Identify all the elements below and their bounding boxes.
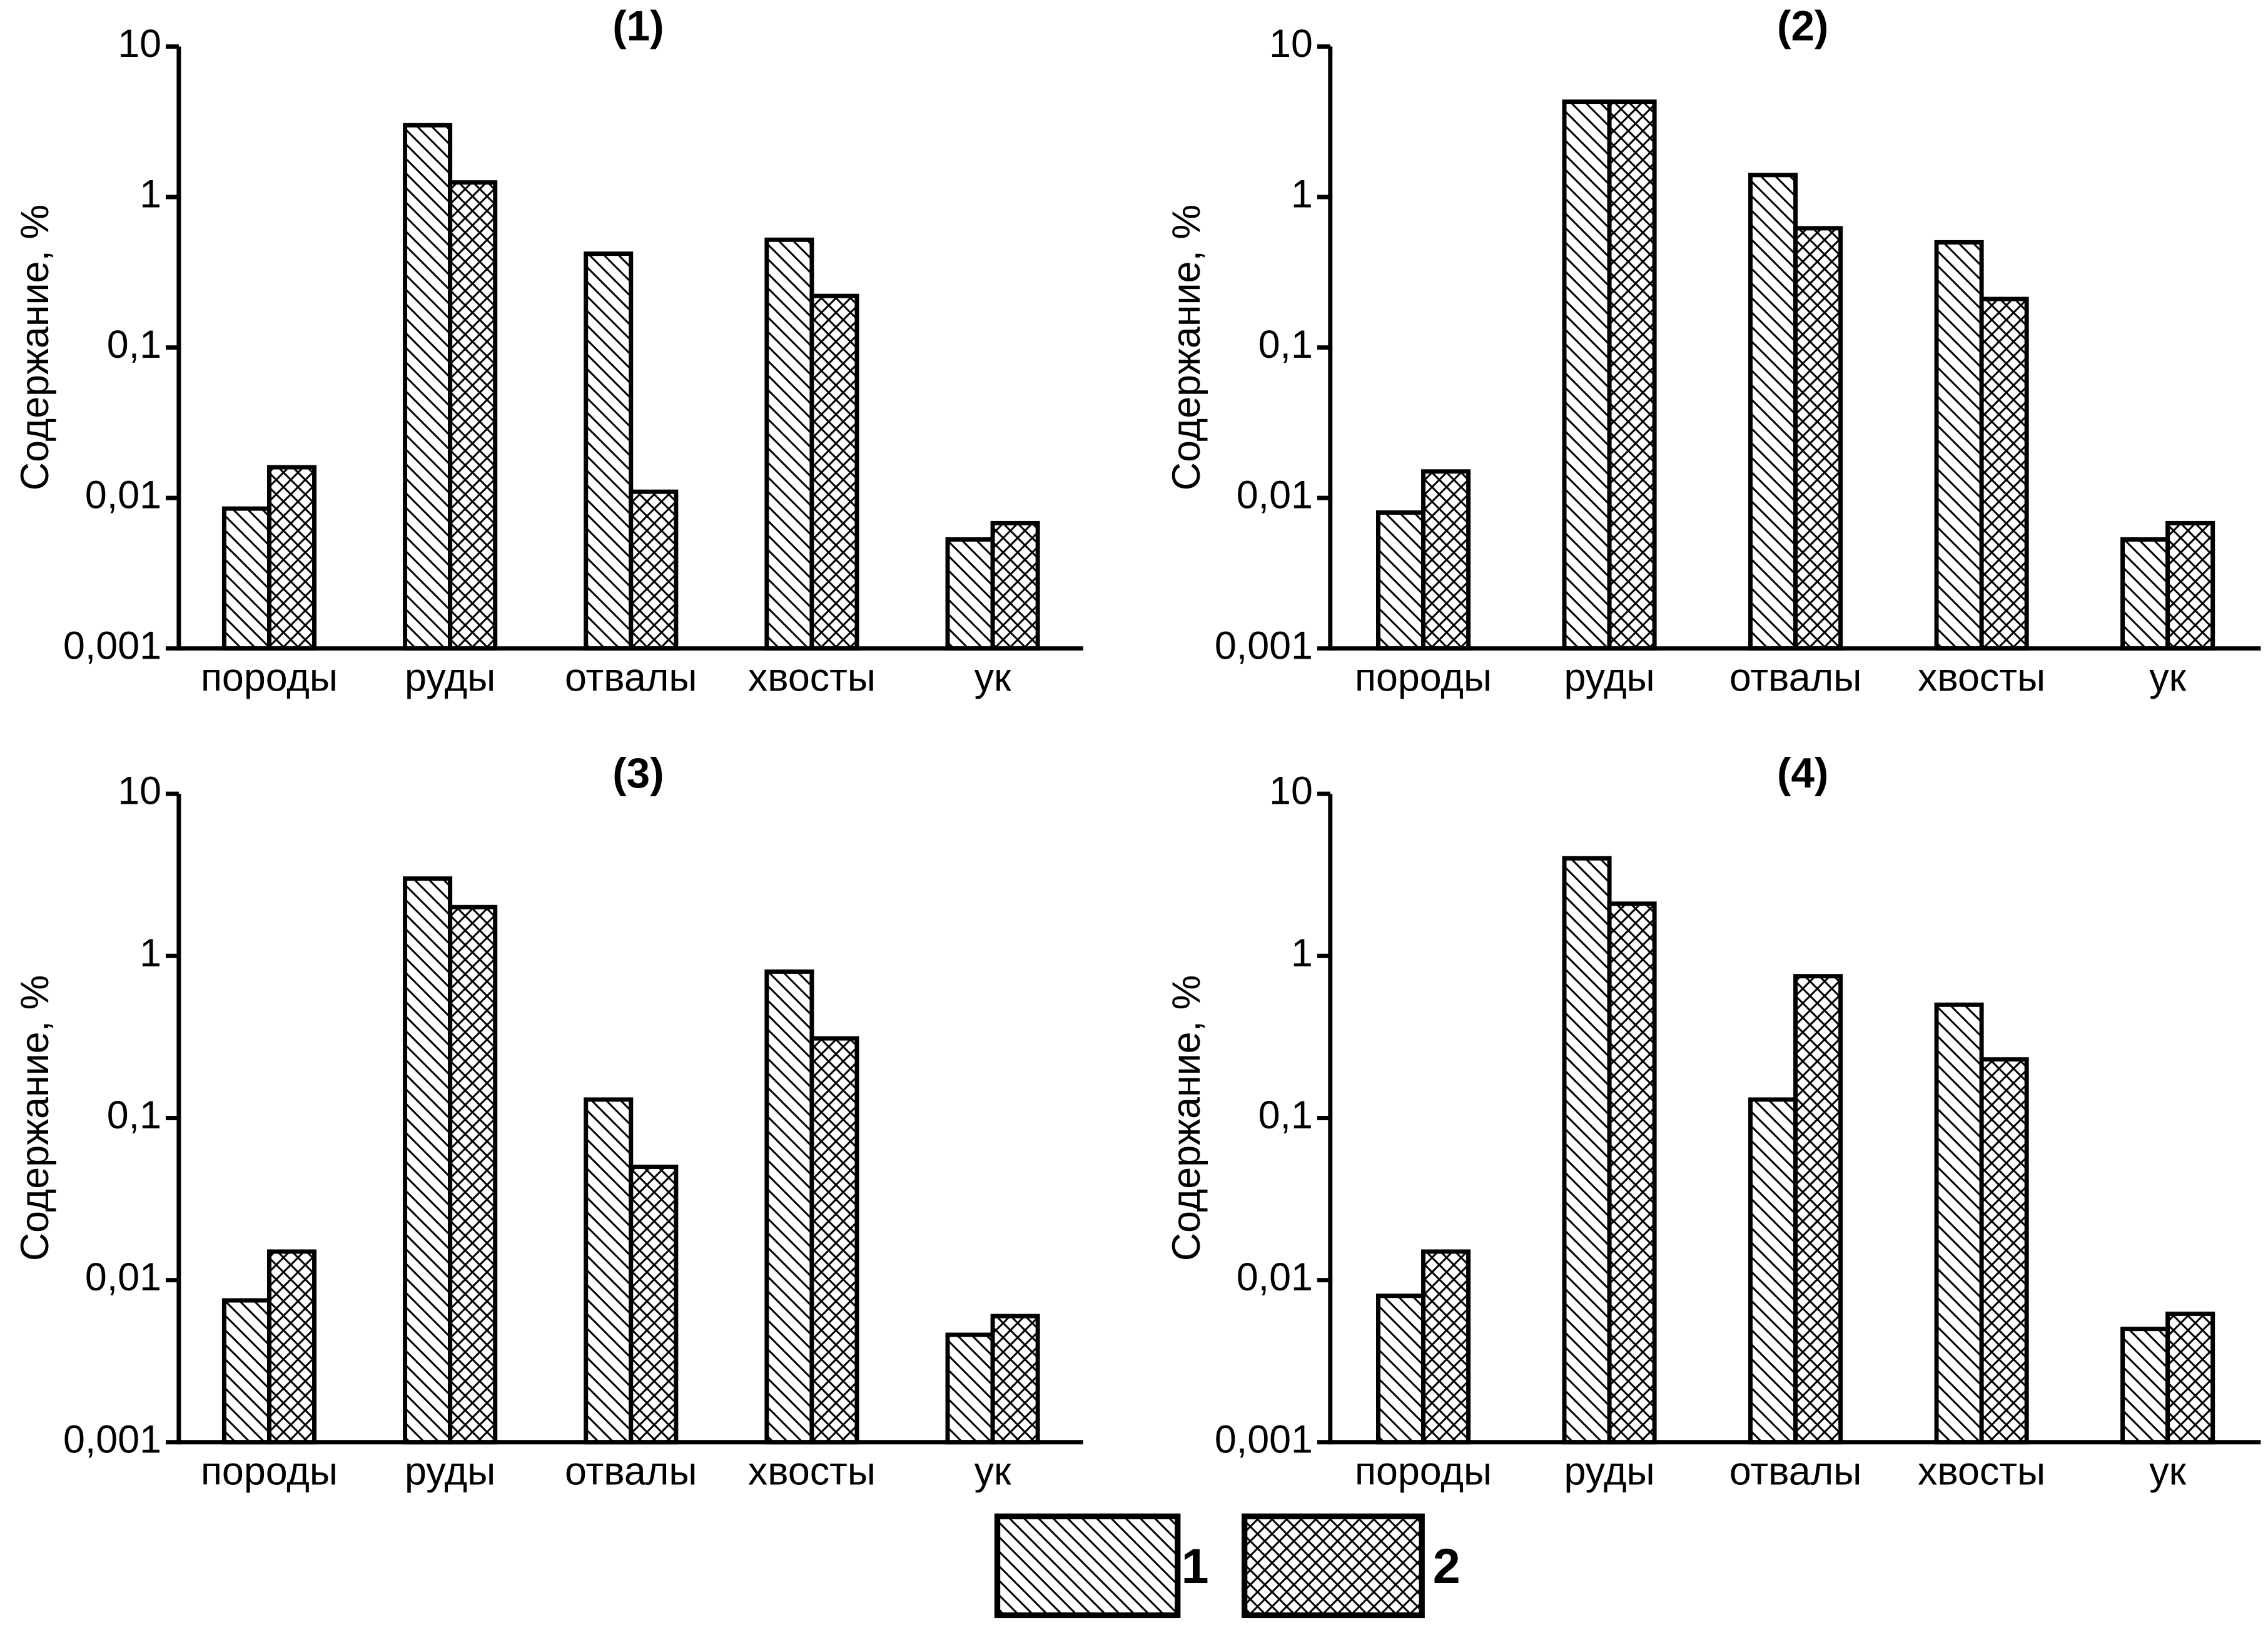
bar bbox=[584, 251, 634, 651]
legend-label: 1 bbox=[1182, 1538, 1209, 1594]
x-tick-label: хвосты bbox=[748, 1450, 876, 1494]
y-tick-label: 0,001 bbox=[63, 624, 161, 667]
x-tick-label: отвалы bbox=[1729, 1450, 1862, 1494]
y-tick-label: 10 bbox=[118, 22, 161, 66]
x-tick-label: хвосты bbox=[1918, 1450, 2045, 1494]
bar bbox=[1748, 1097, 1798, 1445]
bar bbox=[403, 123, 453, 651]
bar bbox=[448, 180, 498, 651]
y-tick-label: 0,001 bbox=[1215, 624, 1313, 667]
chart-title: (4) bbox=[1777, 750, 1828, 797]
y-tick-label: 10 bbox=[118, 769, 161, 813]
bar bbox=[764, 237, 814, 651]
y-tick-label: 1 bbox=[139, 173, 161, 216]
bar bbox=[809, 1036, 859, 1445]
bar bbox=[1562, 856, 1612, 1445]
x-tick-label: ук bbox=[2149, 656, 2186, 699]
y-tick-label: 0,01 bbox=[1237, 473, 1313, 517]
y-tick-label: 10 bbox=[1269, 769, 1313, 813]
bar bbox=[629, 1164, 679, 1445]
bar bbox=[1376, 510, 1426, 651]
y-tick-label: 0,1 bbox=[1258, 323, 1313, 367]
bar bbox=[448, 904, 498, 1445]
y-tick-label: 0,1 bbox=[107, 323, 161, 367]
bar bbox=[2165, 1311, 2215, 1445]
bar bbox=[1376, 1293, 1426, 1445]
bar bbox=[266, 1249, 317, 1445]
bar bbox=[1607, 99, 1657, 651]
bar bbox=[945, 1332, 995, 1445]
y-tick-label: 0,01 bbox=[1237, 1255, 1313, 1299]
bar bbox=[629, 489, 679, 651]
y-tick-label: 0,1 bbox=[107, 1093, 161, 1137]
y-axis-label: Содержание, % bbox=[1165, 205, 1208, 490]
x-tick-label: руды bbox=[405, 656, 495, 699]
y-tick-label: 0,001 bbox=[63, 1417, 161, 1461]
bar bbox=[945, 537, 995, 651]
bar bbox=[266, 465, 317, 651]
bar bbox=[221, 506, 271, 651]
y-tick-label: 0,01 bbox=[85, 473, 161, 517]
bar bbox=[1979, 296, 2029, 651]
bar bbox=[1421, 1249, 1471, 1445]
bar bbox=[990, 520, 1040, 651]
y-tick-label: 1 bbox=[1291, 931, 1313, 975]
bar bbox=[2120, 537, 2170, 651]
bar bbox=[2165, 520, 2215, 651]
x-tick-label: ук bbox=[975, 656, 1011, 699]
y-axis-label: Содержание, % bbox=[13, 205, 57, 490]
bar bbox=[1748, 173, 1798, 651]
bar bbox=[990, 1314, 1040, 1445]
legend-label: 2 bbox=[1433, 1538, 1461, 1594]
legend-swatch bbox=[994, 1513, 1181, 1619]
chart-title: (3) bbox=[612, 750, 664, 797]
y-axis-label: Содержание, % bbox=[1165, 975, 1208, 1261]
bar bbox=[1934, 240, 1984, 651]
chart-title: (1) bbox=[612, 3, 664, 49]
x-tick-label: руды bbox=[1564, 1450, 1654, 1494]
bar bbox=[1934, 1002, 1984, 1445]
x-tick-label: отвалы bbox=[1729, 656, 1862, 699]
x-tick-label: хвосты bbox=[748, 656, 876, 699]
legend-swatch bbox=[1242, 1513, 1425, 1619]
bar bbox=[764, 969, 814, 1445]
bar bbox=[1607, 901, 1657, 1445]
y-tick-label: 10 bbox=[1269, 22, 1313, 66]
bar bbox=[221, 1298, 271, 1445]
y-tick-label: 1 bbox=[1291, 173, 1313, 216]
bar bbox=[809, 293, 859, 651]
x-tick-label: породы bbox=[1355, 656, 1492, 699]
x-tick-label: руды bbox=[405, 1450, 495, 1494]
x-tick-label: ук bbox=[975, 1450, 1011, 1494]
bar bbox=[1793, 974, 1843, 1445]
x-tick-label: ук bbox=[2149, 1450, 2186, 1494]
y-tick-label: 0,001 bbox=[1215, 1417, 1313, 1461]
chart-title: (2) bbox=[1777, 3, 1828, 49]
bar bbox=[584, 1097, 634, 1445]
bar bbox=[403, 876, 453, 1445]
x-tick-label: породы bbox=[201, 1450, 338, 1494]
bar bbox=[1421, 469, 1471, 651]
bar bbox=[1979, 1057, 2029, 1445]
x-tick-label: отвалы bbox=[565, 656, 697, 699]
x-tick-label: отвалы bbox=[565, 1450, 697, 1494]
x-tick-label: руды bbox=[1564, 656, 1654, 699]
x-tick-label: хвосты bbox=[1918, 656, 2045, 699]
bar bbox=[2120, 1327, 2170, 1445]
y-axis-label: Содержание, % bbox=[13, 975, 57, 1261]
y-tick-label: 0,1 bbox=[1258, 1093, 1313, 1137]
x-tick-label: породы bbox=[1355, 1450, 1492, 1494]
bar bbox=[1562, 99, 1612, 651]
bar bbox=[1793, 226, 1843, 651]
x-tick-label: породы bbox=[201, 656, 338, 699]
y-tick-label: 1 bbox=[139, 931, 161, 975]
y-tick-label: 0,01 bbox=[85, 1255, 161, 1299]
